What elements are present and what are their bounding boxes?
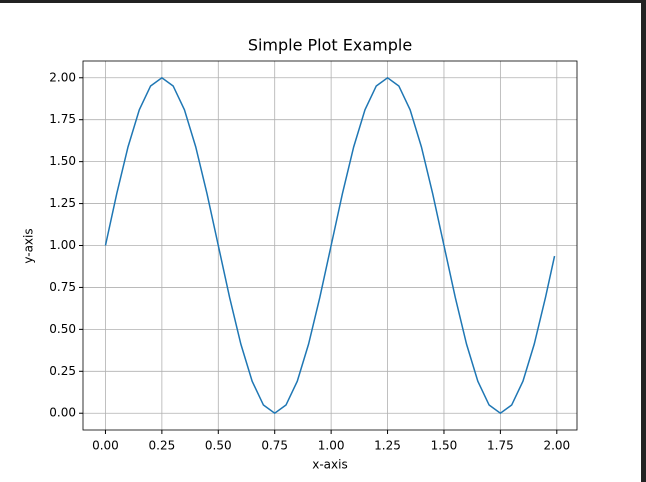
- y-tick-label: 0.50: [49, 322, 76, 336]
- x-tick-label: 1.00: [318, 439, 345, 453]
- chart-title: Simple Plot Example: [248, 36, 412, 55]
- y-tick-label: 0.75: [49, 280, 76, 294]
- y-tick-label: 1.25: [49, 196, 76, 210]
- x-axis-label: x-axis: [312, 458, 347, 472]
- x-tick-label: 0.50: [205, 439, 232, 453]
- y-tick-label: 1.50: [49, 154, 76, 168]
- y-tick-label: 1.75: [49, 112, 76, 126]
- plot-frame: [82, 60, 578, 431]
- y-tick-label: 0.00: [49, 406, 76, 420]
- y-axis-label: y-axis: [22, 228, 36, 263]
- x-tick-label: 0.00: [92, 439, 119, 453]
- x-tick-label: 0.25: [149, 439, 176, 453]
- y-tick-label: 2.00: [49, 70, 76, 84]
- y-tick-label: 1.00: [49, 238, 76, 252]
- y-tick-label: 0.25: [49, 364, 76, 378]
- x-tick-label: 1.50: [431, 439, 458, 453]
- x-tick-label: 0.75: [261, 439, 288, 453]
- window-border-right: [641, 0, 646, 482]
- data-line: [104, 76, 556, 415]
- x-tick-label: 1.25: [374, 439, 401, 453]
- x-tick-label: 1.75: [487, 439, 514, 453]
- x-tick-label: 2.00: [543, 439, 570, 453]
- window-border-top: [0, 0, 646, 3]
